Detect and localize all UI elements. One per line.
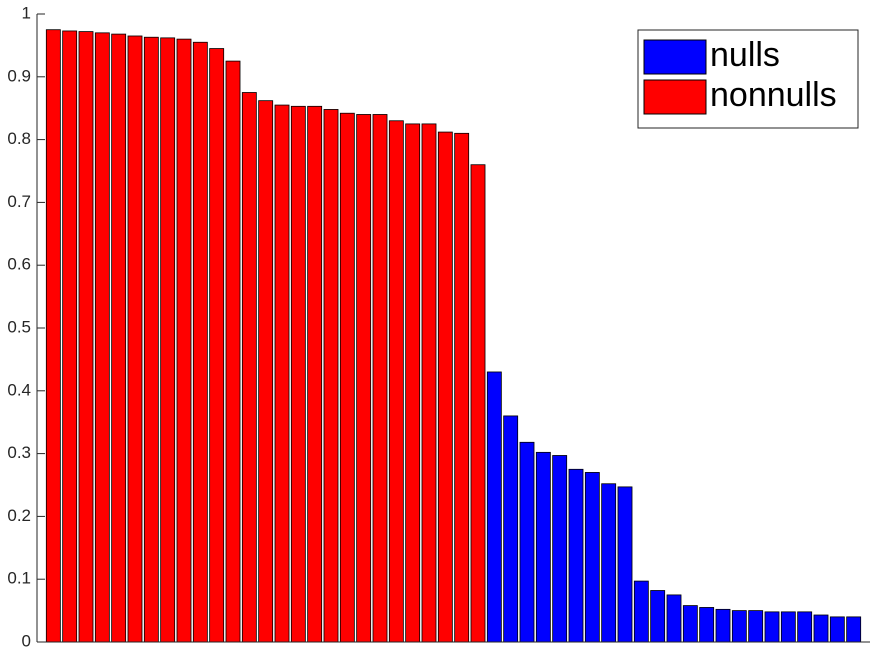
bar — [339, 112, 355, 643]
y-tick-label: 0.4 — [7, 380, 31, 399]
bar — [486, 371, 502, 643]
bar — [437, 131, 453, 643]
bar — [192, 41, 208, 643]
y-tick-label: 0.2 — [7, 506, 31, 525]
bar — [682, 605, 698, 643]
y-tick-label: 0.1 — [7, 569, 31, 588]
bar — [225, 60, 241, 643]
bar — [829, 616, 845, 643]
bar — [323, 109, 339, 643]
bar — [715, 608, 731, 643]
bar — [78, 31, 94, 643]
legend-label: nonnulls — [710, 76, 837, 114]
y-tick-label: 0 — [22, 631, 31, 650]
y-tick-label: 0.7 — [7, 192, 31, 211]
bar — [62, 30, 78, 643]
bar — [45, 29, 61, 643]
bar — [748, 610, 764, 643]
bar — [176, 38, 192, 643]
bar — [601, 483, 617, 643]
y-tick-label: 0.6 — [7, 255, 31, 274]
bar — [388, 120, 404, 643]
bar — [617, 486, 633, 643]
bar — [503, 415, 519, 643]
bar — [699, 607, 715, 643]
bar — [356, 114, 372, 643]
bar — [127, 35, 143, 643]
bar — [470, 164, 486, 643]
bar — [160, 37, 176, 643]
bar — [274, 104, 290, 643]
bar — [94, 32, 110, 643]
bar — [797, 611, 813, 643]
bar — [454, 132, 470, 643]
bar — [258, 100, 274, 643]
bar — [307, 105, 323, 643]
legend-swatch — [643, 39, 707, 75]
bar — [666, 594, 682, 643]
bar — [405, 123, 421, 643]
bar — [584, 472, 600, 643]
bar — [846, 616, 862, 643]
bar — [764, 611, 780, 643]
bar — [813, 614, 829, 643]
bar — [633, 580, 649, 643]
bar — [143, 36, 159, 643]
y-tick-label: 0.9 — [7, 66, 31, 85]
bar — [290, 105, 306, 643]
bar — [780, 611, 796, 643]
legend-label: nulls — [710, 36, 780, 74]
bar — [650, 590, 666, 643]
y-tick-label: 1 — [22, 3, 31, 22]
bar — [421, 123, 437, 643]
bar — [241, 92, 257, 643]
bar — [209, 48, 225, 643]
y-tick-label: 0.5 — [7, 317, 31, 336]
y-tick-label: 0.8 — [7, 129, 31, 148]
bar — [731, 610, 747, 643]
bar — [111, 33, 127, 643]
bar — [535, 451, 551, 643]
bar — [568, 468, 584, 643]
legend-swatch — [643, 79, 707, 115]
y-tick-label: 0.3 — [7, 443, 31, 462]
bar — [372, 114, 388, 643]
bar — [552, 455, 568, 643]
bar — [519, 441, 535, 643]
